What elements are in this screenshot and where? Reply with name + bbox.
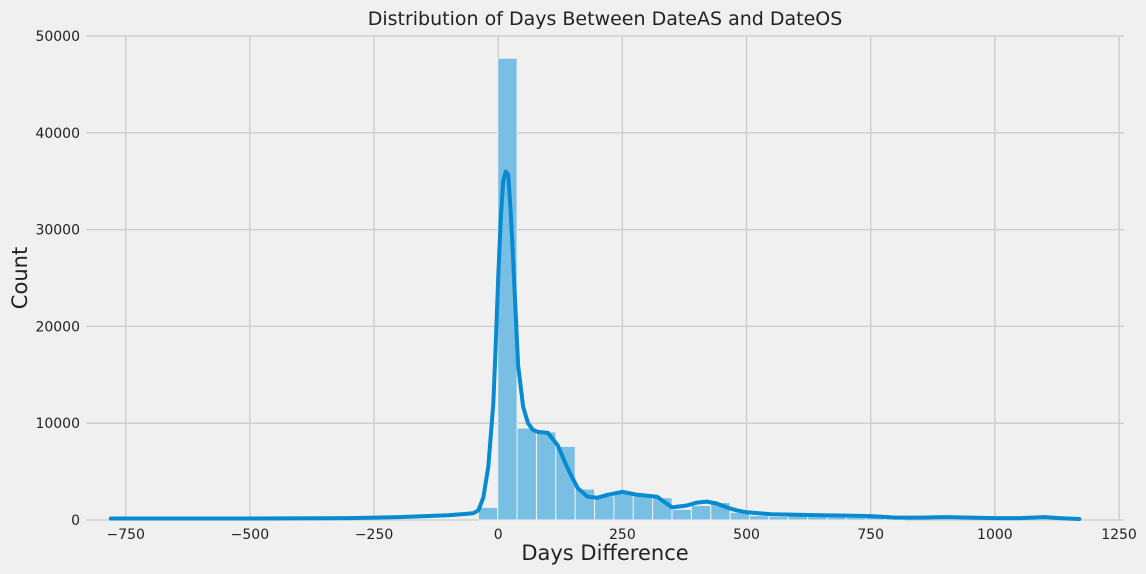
bar-layer xyxy=(477,57,905,521)
x-tick-label: −250 xyxy=(355,527,393,543)
y-axis-label: Count xyxy=(8,247,32,309)
y-tick-label: 30000 xyxy=(35,223,80,239)
y-tick-label: 50000 xyxy=(35,29,80,45)
x-tick-label: 0 xyxy=(494,527,503,543)
x-tick-label: 1250 xyxy=(1101,527,1137,543)
y-tick-label: 10000 xyxy=(35,416,80,432)
x-tick-label: 500 xyxy=(733,527,760,543)
x-tick-label: 250 xyxy=(609,527,636,543)
histogram-bar xyxy=(613,491,634,521)
y-tick-label: 40000 xyxy=(35,126,80,142)
histogram-bar xyxy=(477,506,499,521)
histogram-bar xyxy=(845,517,867,521)
y-tick-label: 0 xyxy=(71,513,80,529)
grid-layer xyxy=(86,35,1124,521)
tick-layer: 0 10000 20000 30000 40000 50000 −750 −500 −250 0 2… xyxy=(35,29,1136,543)
x-tick-label: 1000 xyxy=(977,527,1013,543)
histogram-bar xyxy=(516,427,537,521)
x-tick-label: 750 xyxy=(857,527,884,543)
histogram-bar xyxy=(749,515,770,521)
histogram-bar xyxy=(690,504,712,521)
histogram-bar xyxy=(671,508,692,521)
chart-title: Distribution of Days Between DateAS and … xyxy=(368,8,843,30)
kde-density-line xyxy=(108,169,1082,521)
histogram-bar xyxy=(555,445,576,521)
y-tick-label: 20000 xyxy=(35,319,80,335)
x-axis-label: Days Difference xyxy=(521,541,688,565)
histogram-bar xyxy=(535,431,557,521)
x-tick-label: −750 xyxy=(107,527,145,543)
x-tick-label: −500 xyxy=(231,527,269,543)
kde-layer xyxy=(108,169,1082,521)
histogram-bar xyxy=(768,516,789,521)
